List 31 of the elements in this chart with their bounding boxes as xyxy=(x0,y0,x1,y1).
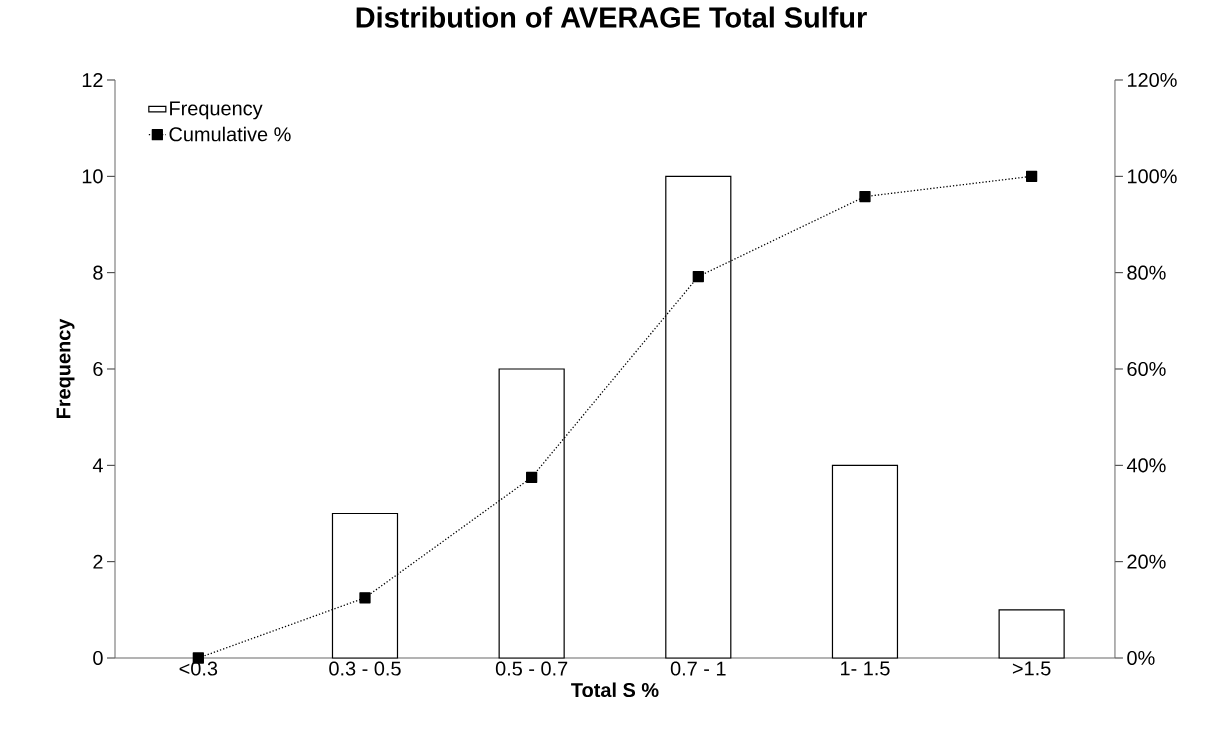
x-axis-title: Total S % xyxy=(571,682,659,698)
x-tick-label: 0.5 - 0.7 xyxy=(495,661,568,676)
legend-label: Cumulative % xyxy=(169,126,291,142)
point xyxy=(526,471,538,484)
y2-tick-label: 40% xyxy=(1126,458,1166,473)
y2-tick-label: 100% xyxy=(1127,169,1177,184)
x-tick-label: 0.3 - 0.5 xyxy=(329,661,401,676)
x-tick-label: 0.7 - 1 xyxy=(670,661,726,676)
point xyxy=(859,190,871,203)
legend-label: Frequency xyxy=(170,101,263,120)
y-tick-label: 10 xyxy=(82,169,103,184)
y-tick-label: 8 xyxy=(93,265,103,280)
bar xyxy=(831,464,899,659)
y2-tick-label: 20% xyxy=(1127,554,1166,569)
y2-tick-label: 0% xyxy=(1127,650,1155,666)
y-tick-label: 2 xyxy=(93,554,103,569)
y-tick-label: 0 xyxy=(93,650,103,666)
y2-tick-label: 60% xyxy=(1127,361,1166,377)
y-tick-label: 4 xyxy=(92,458,103,473)
point xyxy=(1026,170,1038,182)
y-tick-label: 12 xyxy=(82,73,103,87)
y-tick-label: 6 xyxy=(93,361,103,377)
x-tick-label: >1.5 xyxy=(1012,661,1051,676)
y-axis-title: Frequency xyxy=(56,318,75,419)
point xyxy=(692,270,704,283)
y2-tick-label: 120% xyxy=(1127,72,1177,88)
bar xyxy=(998,609,1065,659)
y2-tick-label: 80% xyxy=(1127,265,1166,280)
point xyxy=(359,592,371,604)
chart-title: Distribution of AVERAGE Total Sulfur xyxy=(356,6,867,28)
x-tick-label: 1- 1.5 xyxy=(841,661,890,676)
